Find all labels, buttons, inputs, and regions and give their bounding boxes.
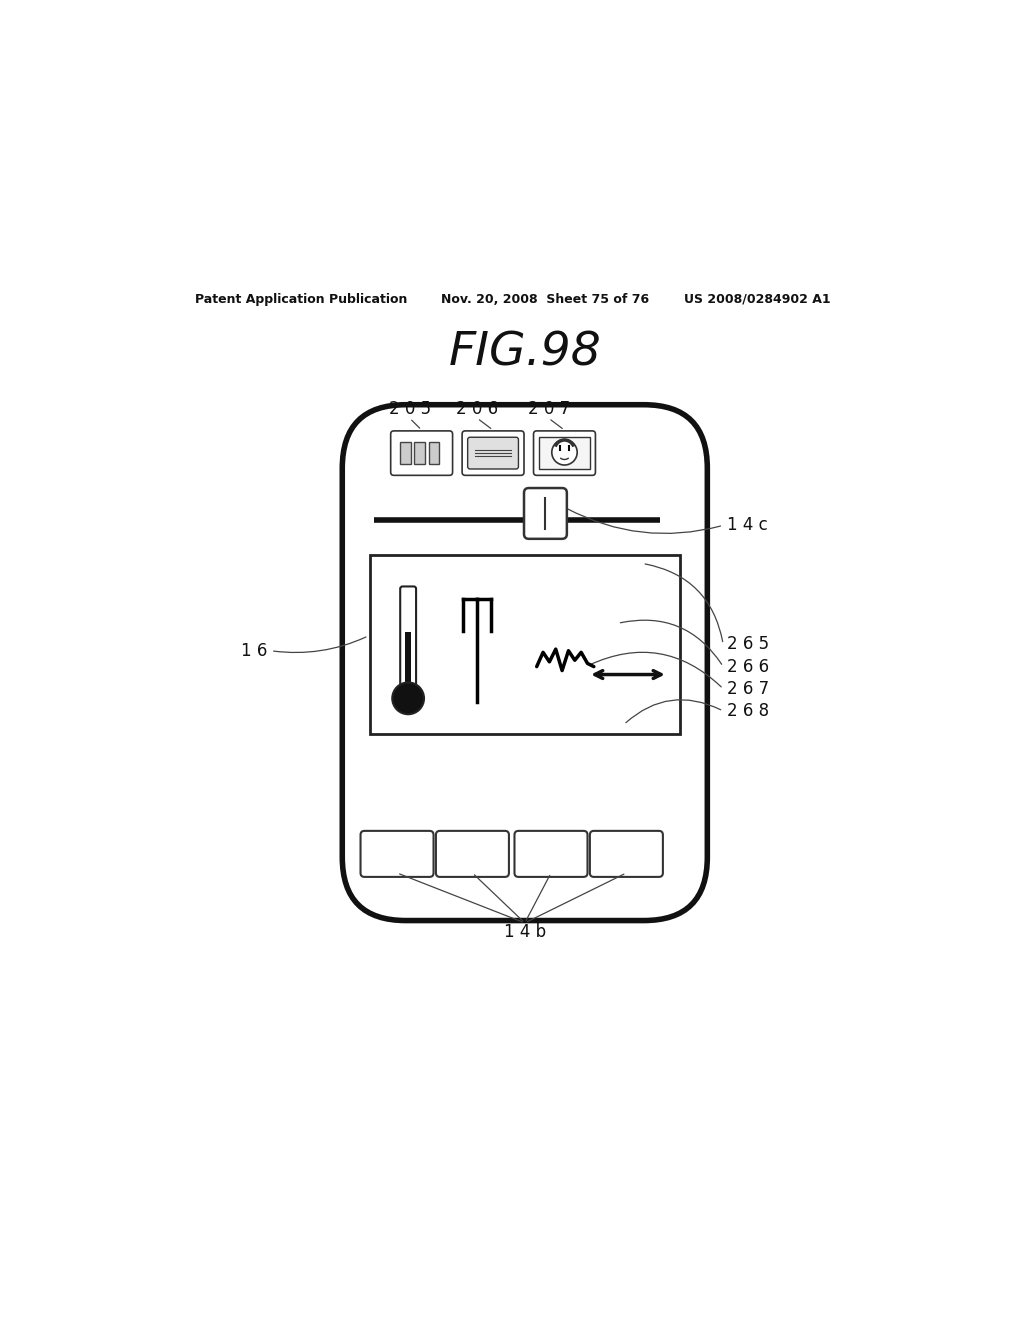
Text: 2 6 6: 2 6 6	[727, 657, 769, 676]
FancyBboxPatch shape	[436, 830, 509, 876]
FancyBboxPatch shape	[360, 830, 433, 876]
Bar	[415, 442, 425, 465]
FancyBboxPatch shape	[534, 430, 595, 475]
Text: Patent Application Publication: Patent Application Publication	[196, 293, 408, 306]
FancyBboxPatch shape	[468, 437, 518, 469]
Text: 2 0 6: 2 0 6	[456, 400, 499, 417]
Text: 2 6 8: 2 6 8	[727, 702, 769, 719]
Bar	[400, 442, 411, 465]
Text: US 2008/0284902 A1: US 2008/0284902 A1	[684, 293, 830, 306]
Bar	[404, 632, 412, 684]
Text: 1 4 b: 1 4 b	[504, 924, 546, 941]
Text: 2 0 5: 2 0 5	[389, 400, 431, 417]
Circle shape	[392, 682, 424, 714]
Circle shape	[552, 440, 578, 465]
FancyBboxPatch shape	[342, 405, 708, 920]
FancyBboxPatch shape	[391, 430, 453, 475]
Text: 1 4 c: 1 4 c	[727, 516, 768, 535]
Text: 2 6 7: 2 6 7	[727, 680, 769, 698]
Text: 1 6: 1 6	[241, 642, 267, 660]
FancyBboxPatch shape	[514, 830, 588, 876]
FancyBboxPatch shape	[462, 430, 524, 475]
Bar	[539, 437, 590, 469]
Bar	[370, 556, 680, 734]
FancyBboxPatch shape	[400, 586, 416, 686]
FancyBboxPatch shape	[590, 830, 663, 876]
FancyBboxPatch shape	[524, 488, 567, 539]
Text: 2 0 7: 2 0 7	[527, 400, 569, 417]
Text: 2 6 5: 2 6 5	[727, 635, 769, 653]
Bar	[429, 442, 439, 465]
Text: Nov. 20, 2008  Sheet 75 of 76: Nov. 20, 2008 Sheet 75 of 76	[441, 293, 649, 306]
Text: FIG.98: FIG.98	[449, 330, 601, 376]
